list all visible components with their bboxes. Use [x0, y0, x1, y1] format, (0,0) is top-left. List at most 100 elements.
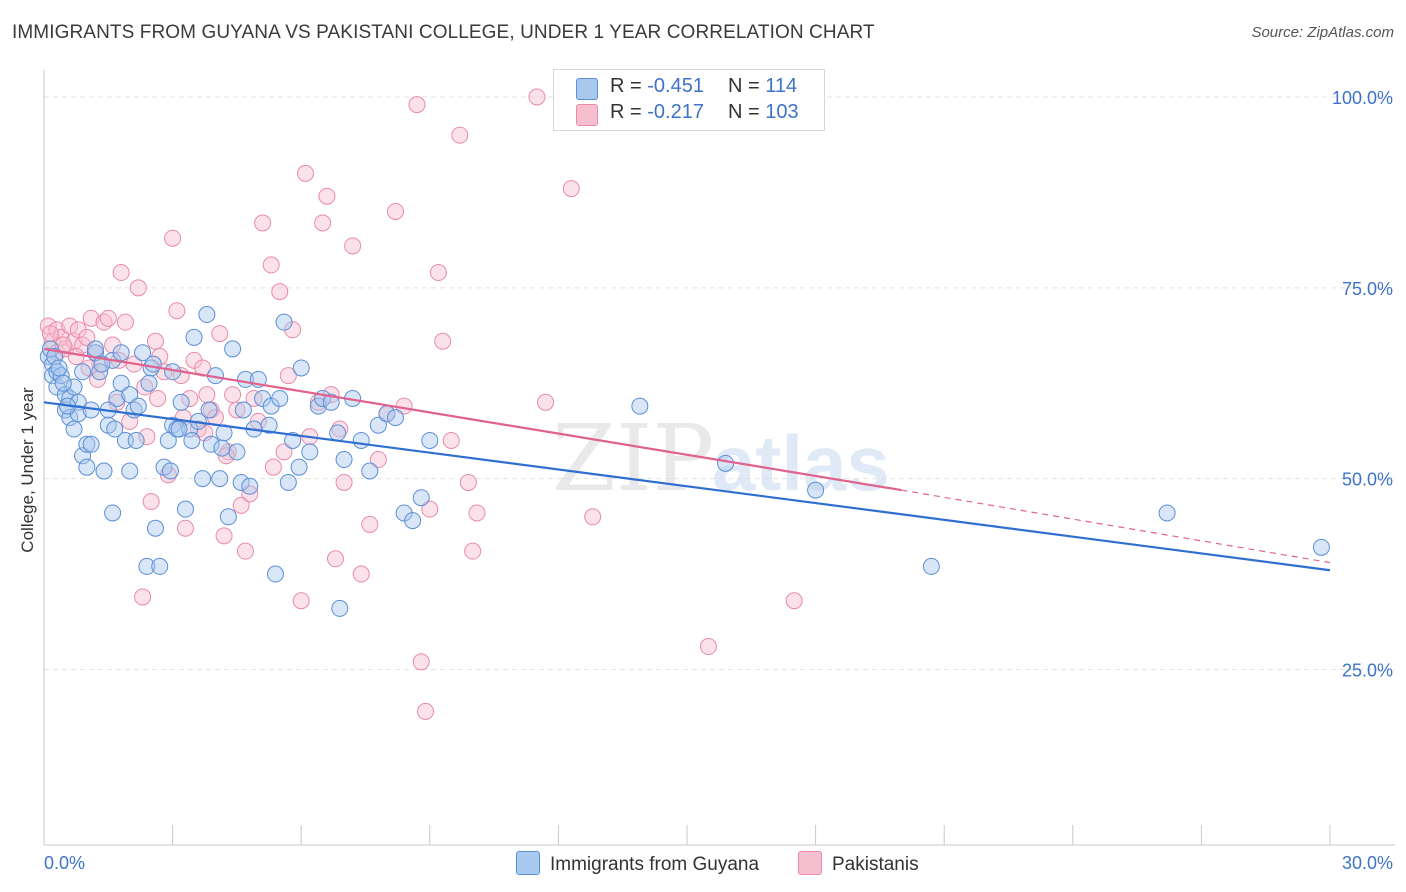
data-point-pakistani [369, 451, 387, 469]
data-point-pakistani [412, 653, 430, 671]
data-point-pakistani [434, 332, 452, 350]
data-point-guyana [387, 409, 405, 427]
data-point-guyana [129, 397, 147, 415]
y-tick-label: 50.0% [1342, 470, 1393, 490]
data-point-guyana [138, 557, 156, 575]
data-point-guyana [106, 420, 124, 438]
data-point-guyana [271, 389, 289, 407]
data-point-guyana [74, 363, 92, 381]
data-point-pakistani [146, 332, 164, 350]
data-point-guyana [260, 416, 278, 434]
data-point-guyana [121, 462, 139, 480]
data-point-guyana [198, 306, 216, 324]
data-point-pakistani [296, 164, 314, 182]
data-point-pakistani [78, 328, 96, 346]
data-point-guyana [1312, 538, 1330, 556]
data-point-pakistani [451, 126, 469, 144]
data-point-pakistani [138, 428, 156, 446]
data-point-guyana [95, 462, 113, 480]
data-point-guyana [922, 557, 940, 575]
data-point-pakistani [99, 309, 117, 327]
data-point-pakistani [326, 550, 344, 568]
data-point-pakistani [442, 431, 460, 449]
data-point-pakistani [584, 508, 602, 526]
data-point-guyana [112, 344, 130, 362]
data-point-guyana [161, 462, 179, 480]
data-point-pakistani [129, 279, 147, 297]
data-point-guyana [404, 512, 422, 530]
data-point-guyana [78, 458, 96, 476]
data-point-pakistani [82, 309, 100, 327]
data-point-guyana [329, 424, 347, 442]
data-point-pakistani [279, 367, 297, 385]
data-point-pakistani [211, 325, 229, 343]
data-point-guyana [127, 431, 145, 449]
data-point-pakistani [149, 389, 167, 407]
data-point-guyana [292, 359, 310, 377]
data-point-guyana [202, 435, 220, 453]
legend-n-label: N = [728, 75, 760, 97]
data-point-guyana [361, 462, 379, 480]
data-point-guyana [144, 355, 162, 373]
data-point-guyana [112, 374, 130, 392]
data-point-pakistani [254, 214, 272, 232]
y-tick-label: 75.0% [1342, 279, 1393, 299]
data-point-guyana [140, 374, 158, 392]
data-point-pakistani [181, 389, 199, 407]
data-point-pakistani [236, 542, 254, 560]
data-point-pakistani [264, 458, 282, 476]
data-point-pakistani [176, 519, 194, 537]
data-point-guyana [194, 470, 212, 488]
watermark-zip: ZIP [552, 405, 714, 512]
data-point-guyana [331, 599, 349, 617]
data-point-pakistani [164, 229, 182, 247]
data-point-pakistani [112, 264, 130, 282]
legend-r-label: R = [610, 75, 642, 97]
data-point-guyana [234, 401, 252, 419]
y-tick-label: 100.0% [1332, 88, 1393, 108]
data-point-guyana [1158, 504, 1176, 522]
data-point-pakistani [245, 389, 263, 407]
data-point-guyana [717, 454, 735, 472]
x-tick-label: 0.0% [44, 853, 85, 873]
data-point-pakistani [335, 473, 353, 491]
bottom-legend-swatch-pakistani [798, 851, 822, 875]
source-label: Source: ZipAtlas.com [1251, 24, 1394, 41]
data-point-pakistani [292, 592, 310, 610]
data-point-guyana [275, 313, 293, 331]
data-point-pakistani [41, 325, 59, 343]
data-point-guyana [74, 447, 92, 465]
bottom-legend-guyana: Immigrants from Guyana [516, 851, 759, 876]
legend-r-value: -0.217 [647, 101, 704, 123]
data-point-pakistani [408, 96, 426, 114]
data-point-guyana [82, 435, 100, 453]
correlation-legend: R = -0.451 N = 114 R = -0.217 N = 103 [553, 69, 825, 131]
data-point-pakistani [344, 237, 362, 255]
data-point-guyana [46, 348, 64, 366]
data-point-pakistani [528, 88, 546, 106]
data-point-guyana [241, 477, 259, 495]
data-point-guyana [185, 328, 203, 346]
data-point-pakistani [116, 313, 134, 331]
legend-n-value: 114 [765, 75, 798, 97]
data-point-pakistani [215, 527, 233, 545]
data-point-guyana [213, 439, 231, 457]
legend-r-label: R = [610, 101, 642, 123]
data-point-guyana [104, 504, 122, 522]
legend-n-label: N = [728, 101, 760, 123]
trend-line-pakistani-extension [901, 489, 1331, 564]
data-point-guyana [211, 470, 229, 488]
data-point-guyana [219, 508, 237, 526]
data-point-guyana [322, 393, 340, 411]
data-point-guyana [807, 481, 825, 499]
data-point-guyana [200, 401, 218, 419]
data-point-pakistani [361, 515, 379, 533]
bottom-legend-label-guyana: Immigrants from Guyana [550, 854, 760, 875]
axes [43, 70, 1395, 846]
data-point-guyana [421, 431, 439, 449]
data-point-pakistani [464, 542, 482, 560]
data-point-guyana [146, 519, 164, 537]
data-point-guyana [65, 420, 83, 438]
data-point-guyana [54, 374, 72, 392]
